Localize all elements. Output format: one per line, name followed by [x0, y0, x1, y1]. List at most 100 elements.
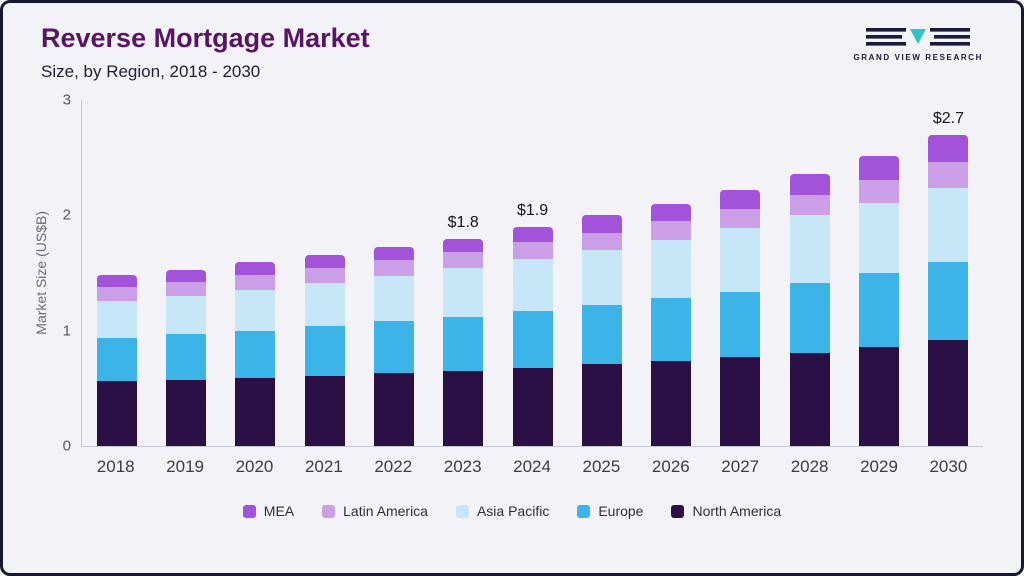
x-axis-label: 2018	[96, 457, 135, 477]
x-axis-label: 2020	[235, 457, 274, 477]
bar-segment-north-america	[96, 381, 137, 447]
bar-segment-mea	[651, 203, 692, 222]
legend-swatch	[322, 504, 336, 518]
grand-view-research-logo: GRAND VIEW RESEARCH	[853, 27, 983, 62]
bar-segment-latin-america	[720, 208, 761, 229]
bar-column: $1.9	[498, 100, 567, 447]
bar-segment-north-america	[304, 375, 345, 447]
bar-stack	[304, 254, 345, 447]
legend-item-asia-pacific: Asia Pacific	[455, 503, 550, 520]
legend-item-north-america: North America	[671, 503, 781, 519]
bar-segment-asia-pacific	[165, 296, 206, 335]
bar-segment-latin-america	[581, 232, 622, 250]
bar-segment-europe	[720, 291, 761, 358]
legend-item-europe: Europe	[577, 503, 643, 519]
bar-segment-latin-america	[651, 221, 692, 240]
header: Reverse Mortgage Market Size, by Region,…	[3, 3, 1021, 82]
bar-segment-europe	[304, 326, 345, 376]
bar-stack	[373, 246, 414, 447]
bar-segment-north-america	[789, 352, 830, 447]
bar-segment-mea	[443, 238, 484, 253]
bar-column	[844, 100, 913, 447]
bar-column	[151, 100, 220, 447]
bar-segment-latin-america	[512, 241, 553, 260]
bar-segment-europe	[581, 305, 622, 365]
x-axis-label: 2025	[582, 457, 621, 477]
bar-segment-north-america	[235, 378, 276, 447]
legend-label: Europe	[598, 503, 644, 520]
y-tick-label: 0	[62, 437, 71, 455]
bar-stack	[443, 238, 484, 447]
bar-segment-europe	[859, 273, 900, 347]
bar-stack	[235, 261, 276, 447]
legend-label: Asia Pacific	[476, 503, 550, 520]
bar-stack	[859, 156, 900, 447]
bar-segment-asia-pacific	[304, 283, 345, 327]
legend-swatch	[455, 504, 469, 518]
bar-column	[82, 100, 151, 447]
legend-item-latin-america: Latin America	[322, 503, 428, 519]
bar-stack	[165, 269, 206, 447]
bar-segment-mea	[720, 190, 761, 209]
legend-swatch	[242, 504, 256, 518]
legend: MEA Latin America Asia Pacific Europe North …	[3, 503, 1021, 519]
bar-segment-north-america	[720, 357, 761, 447]
bar-stack	[96, 275, 137, 447]
bar-segment-asia-pacific	[928, 187, 969, 262]
legend-label: MEA	[263, 503, 295, 520]
bar-segment-asia-pacific	[443, 268, 484, 317]
bar-column: $1.8	[429, 100, 498, 447]
legend-label: Latin America	[343, 503, 428, 520]
x-axis-label: 2021	[304, 457, 343, 477]
x-axis-label: 2027	[721, 457, 760, 477]
bar-column: $2.7	[914, 100, 983, 447]
bar-segment-asia-pacific	[651, 239, 692, 299]
bar-stack	[720, 190, 761, 447]
bar-segment-latin-america	[304, 268, 345, 284]
plot: $1.8 $1.9 $2.7 2018 2019 2020 2021 2022 2023 202…	[81, 100, 983, 477]
bar-segment-europe	[789, 283, 830, 353]
y-tick-label: 2	[62, 206, 71, 224]
legend-swatch	[671, 504, 685, 518]
bar-segment-mea	[859, 156, 900, 180]
bar-segment-asia-pacific	[859, 202, 900, 274]
bar-stack	[928, 134, 969, 447]
bar-segment-north-america	[443, 371, 484, 447]
x-axis-label: 2024	[513, 457, 551, 477]
bar-segment-north-america	[928, 339, 969, 447]
bar-stack	[789, 173, 830, 447]
bar-segment-north-america	[651, 360, 692, 447]
bar-segment-north-america	[512, 367, 553, 447]
bar-segment-mea	[235, 261, 276, 276]
bar-segment-mea	[789, 173, 830, 195]
bar-column	[706, 100, 775, 447]
bar-column	[221, 100, 290, 447]
y-axis-title-text: Market Size (US$B)	[33, 211, 49, 335]
bar-segment-mea	[304, 254, 345, 269]
bar-segment-mea	[165, 269, 206, 283]
bar-segment-latin-america	[443, 252, 484, 269]
bar-segment-asia-pacific	[789, 215, 830, 284]
bar-segment-north-america	[581, 364, 622, 447]
bar-segment-asia-pacific	[373, 276, 414, 322]
y-tick-label: 3	[62, 91, 71, 109]
x-axis-label: 2029	[860, 457, 898, 477]
bars-row: $1.8 $1.9 $2.7	[81, 100, 983, 448]
bar-segment-asia-pacific	[720, 228, 761, 292]
legend-item-mea: MEA	[242, 503, 295, 520]
bar-column	[775, 100, 844, 447]
legend-label: North America	[692, 503, 782, 520]
bar-segment-europe	[96, 337, 137, 382]
bar-segment-mea	[512, 226, 553, 242]
bar-segment-europe	[443, 316, 484, 372]
bar-total-label: $2.7	[932, 109, 964, 127]
bar-column	[637, 100, 706, 447]
bar-segment-asia-pacific	[96, 300, 137, 338]
x-axis-label: 2022	[374, 457, 413, 477]
bar-segment-europe	[928, 261, 969, 340]
bar-segment-europe	[651, 298, 692, 361]
x-axis-label: 2030	[929, 457, 968, 477]
bar-stack	[512, 226, 553, 447]
bar-segment-europe	[235, 330, 276, 379]
